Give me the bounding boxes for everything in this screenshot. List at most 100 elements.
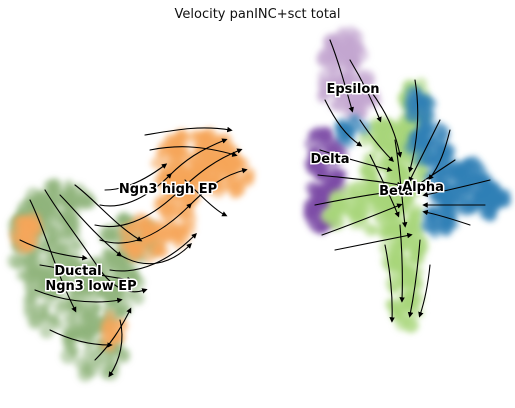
velocity-streamline: [384, 244, 395, 323]
cell-point: [130, 291, 145, 305]
cell-point: [63, 312, 77, 326]
velocity-streamline: [407, 239, 421, 318]
cell-point: [313, 153, 325, 164]
velocity-streamline: [109, 233, 197, 272]
cell-point: [370, 117, 385, 132]
cell-point: [388, 243, 404, 259]
cell-point: [111, 302, 123, 313]
cell-point: [43, 250, 56, 262]
cell-point: [49, 189, 65, 206]
cell-point: [56, 270, 72, 286]
velocity-streamline: [359, 119, 394, 162]
cell-point: [328, 100, 339, 111]
velocity-streamline: [324, 99, 363, 147]
velocity-streamline: [369, 89, 403, 158]
cell-point: [170, 223, 186, 239]
cell-point: [85, 309, 100, 324]
cell-point: [62, 337, 76, 350]
cell-point: [129, 244, 141, 256]
cell-point: [155, 244, 170, 258]
chart-title: Velocity panINC+sct total: [174, 7, 341, 22]
cluster-label-ngn3-low-ep: Ngn3 low EP: [45, 279, 136, 294]
cell-point: [409, 209, 425, 224]
cell-point: [330, 83, 342, 96]
cell-point: [402, 191, 414, 203]
cell-point: [63, 179, 74, 190]
cell-point: [233, 183, 246, 196]
cell-point: [330, 155, 342, 167]
cell-point: [234, 156, 250, 171]
cell-point: [359, 97, 372, 110]
cell-point: [150, 157, 162, 169]
cell-point: [23, 215, 39, 231]
cell-point: [450, 165, 465, 179]
cell-point: [358, 84, 370, 96]
cell-point: [243, 172, 255, 184]
cell-point: [173, 155, 186, 168]
cell-point: [347, 43, 362, 57]
cell-point: [464, 170, 480, 186]
cell-point: [117, 212, 129, 224]
cell-point: [371, 206, 388, 223]
cell-point: [82, 326, 95, 340]
cell-point: [323, 146, 335, 158]
cell-point: [68, 347, 79, 358]
cell-point: [346, 207, 360, 220]
cell-point: [323, 179, 336, 192]
cell-point: [39, 310, 51, 321]
cell-point: [83, 362, 99, 378]
cell-point: [48, 238, 61, 251]
cell-point: [106, 319, 117, 331]
velocity-streamline: [108, 319, 123, 378]
cell-point: [338, 121, 350, 133]
cluster-label-alpha: Alpha: [402, 180, 444, 195]
cell-point: [422, 218, 438, 233]
cell-point: [35, 275, 50, 290]
velocity-streamline: [422, 209, 471, 226]
velocity-streamline: [99, 138, 228, 207]
cell-point: [327, 74, 339, 86]
cell-point: [417, 116, 430, 129]
cluster-label-ngn3-high-ep: Ngn3 high EP: [119, 182, 217, 197]
cell-point: [104, 310, 116, 322]
velocity-streamline: [144, 126, 233, 136]
cell-point: [119, 302, 133, 315]
cell-point: [388, 285, 399, 296]
cell-point: [27, 314, 43, 330]
cell-point: [359, 69, 376, 86]
cell-point: [180, 168, 195, 183]
cell-point: [82, 194, 97, 209]
cell-point: [70, 328, 82, 340]
cell-point: [440, 224, 452, 236]
cell-point: [398, 263, 412, 277]
cell-point: [451, 191, 464, 204]
cell-point: [48, 315, 60, 327]
cell-point: [482, 180, 496, 194]
cell-point: [321, 46, 336, 60]
cell-points: [7, 26, 512, 382]
cell-point: [43, 297, 54, 308]
cell-point: [407, 251, 420, 264]
cell-point: [498, 188, 512, 202]
velocity-streamline: [104, 163, 168, 191]
cell-point: [92, 255, 106, 269]
cell-point: [16, 269, 28, 281]
cell-point: [387, 300, 400, 313]
cell-point: [53, 301, 68, 316]
cluster-label-epsilon: Epsilon: [326, 82, 379, 97]
velocity-streamline: [94, 307, 132, 361]
velocity-streamlines: [19, 39, 491, 378]
cell-point: [345, 54, 361, 69]
velocity-streamline: [74, 184, 143, 242]
cell-point: [435, 124, 450, 138]
cell-point: [7, 253, 24, 269]
cell-point: [304, 137, 318, 151]
cell-point: [337, 26, 349, 38]
cluster-label-delta: Delta: [310, 152, 349, 167]
cluster-label-beta: Beta: [379, 184, 413, 199]
cell-point: [181, 211, 197, 227]
cell-point: [341, 134, 356, 148]
velocity-streamline: [149, 146, 238, 157]
velocity-streamline: [394, 139, 408, 228]
